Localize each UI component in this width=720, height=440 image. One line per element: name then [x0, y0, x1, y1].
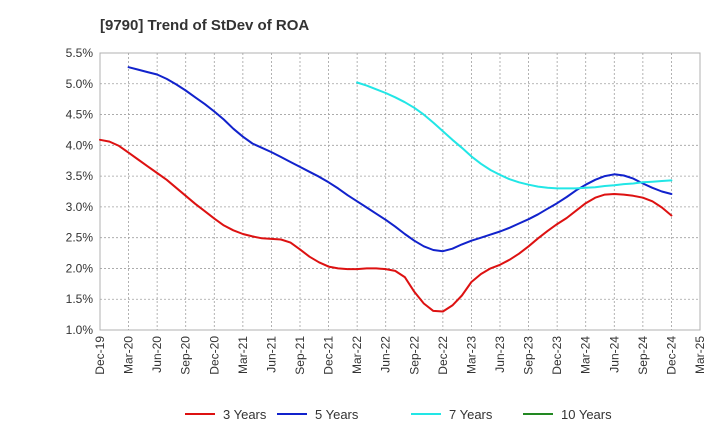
legend-label-5-years: 5 Years: [315, 407, 359, 422]
x-tick-label: Sep-22: [407, 336, 421, 375]
y-tick-label: 5.5%: [66, 46, 94, 60]
series-lines: [99, 66, 673, 313]
x-tick-label: Dec-21: [322, 336, 336, 375]
x-tick-label: Sep-21: [293, 336, 307, 375]
legend-label-7-years: 7 Years: [449, 407, 493, 422]
series-line-3-years: [99, 138, 673, 313]
x-tick-label: Mar-24: [579, 336, 593, 374]
legend-label-10-years: 10 Years: [561, 407, 612, 422]
y-tick-label: 4.0%: [66, 138, 94, 152]
legend: 3 Years 5 Years 7 Years 10 Years: [185, 407, 612, 422]
series-line-7-years: [356, 81, 673, 190]
legend-label-3-years: 3 Years: [223, 407, 267, 422]
x-tick-label: Dec-20: [207, 336, 221, 375]
y-tick-label: 4.5%: [66, 108, 94, 122]
x-tick-label: Jun-21: [264, 336, 278, 373]
y-tick-label: 3.5%: [66, 169, 94, 183]
y-tick-label: 2.5%: [66, 231, 94, 245]
plot-frame: [99, 52, 701, 331]
x-tick-label: Mar-23: [464, 336, 478, 374]
chart-title: [9790] Trend of StDev of ROA: [100, 17, 309, 34]
x-tick-label: Mar-20: [122, 336, 136, 374]
x-tick-label: Mar-21: [236, 336, 250, 374]
x-tick-label: Dec-22: [436, 336, 450, 375]
x-tick-label: Sep-24: [636, 336, 650, 375]
x-tick-label: Sep-20: [179, 336, 193, 375]
x-tick-label: Jun-24: [607, 336, 621, 373]
x-tick-label: Jun-22: [379, 336, 393, 373]
x-tick-label: Jun-23: [493, 336, 507, 373]
y-tick-label: 5.0%: [66, 77, 94, 91]
y-tick-label: 3.0%: [66, 200, 94, 214]
x-tick-label: Dec-19: [93, 336, 107, 375]
x-tick-label: Mar-22: [350, 336, 364, 374]
x-tick-label: Mar-25: [693, 336, 707, 374]
axes: 1.0% 1.5% 2.0% 2.5% 3.0% 3.5% 4.0% 4.5% 5.0% 5.5%…: [66, 46, 707, 375]
x-tick-label: Sep-23: [522, 336, 536, 375]
x-tick-label: Dec-23: [550, 336, 564, 375]
y-tick-label: 1.5%: [66, 292, 94, 306]
x-tick-label: Dec-24: [664, 336, 678, 375]
y-tick-label: 2.0%: [66, 261, 94, 275]
series-line-5-years: [127, 66, 673, 253]
y-tick-label: 1.0%: [66, 323, 94, 337]
x-tick-label: Jun-20: [150, 336, 164, 373]
